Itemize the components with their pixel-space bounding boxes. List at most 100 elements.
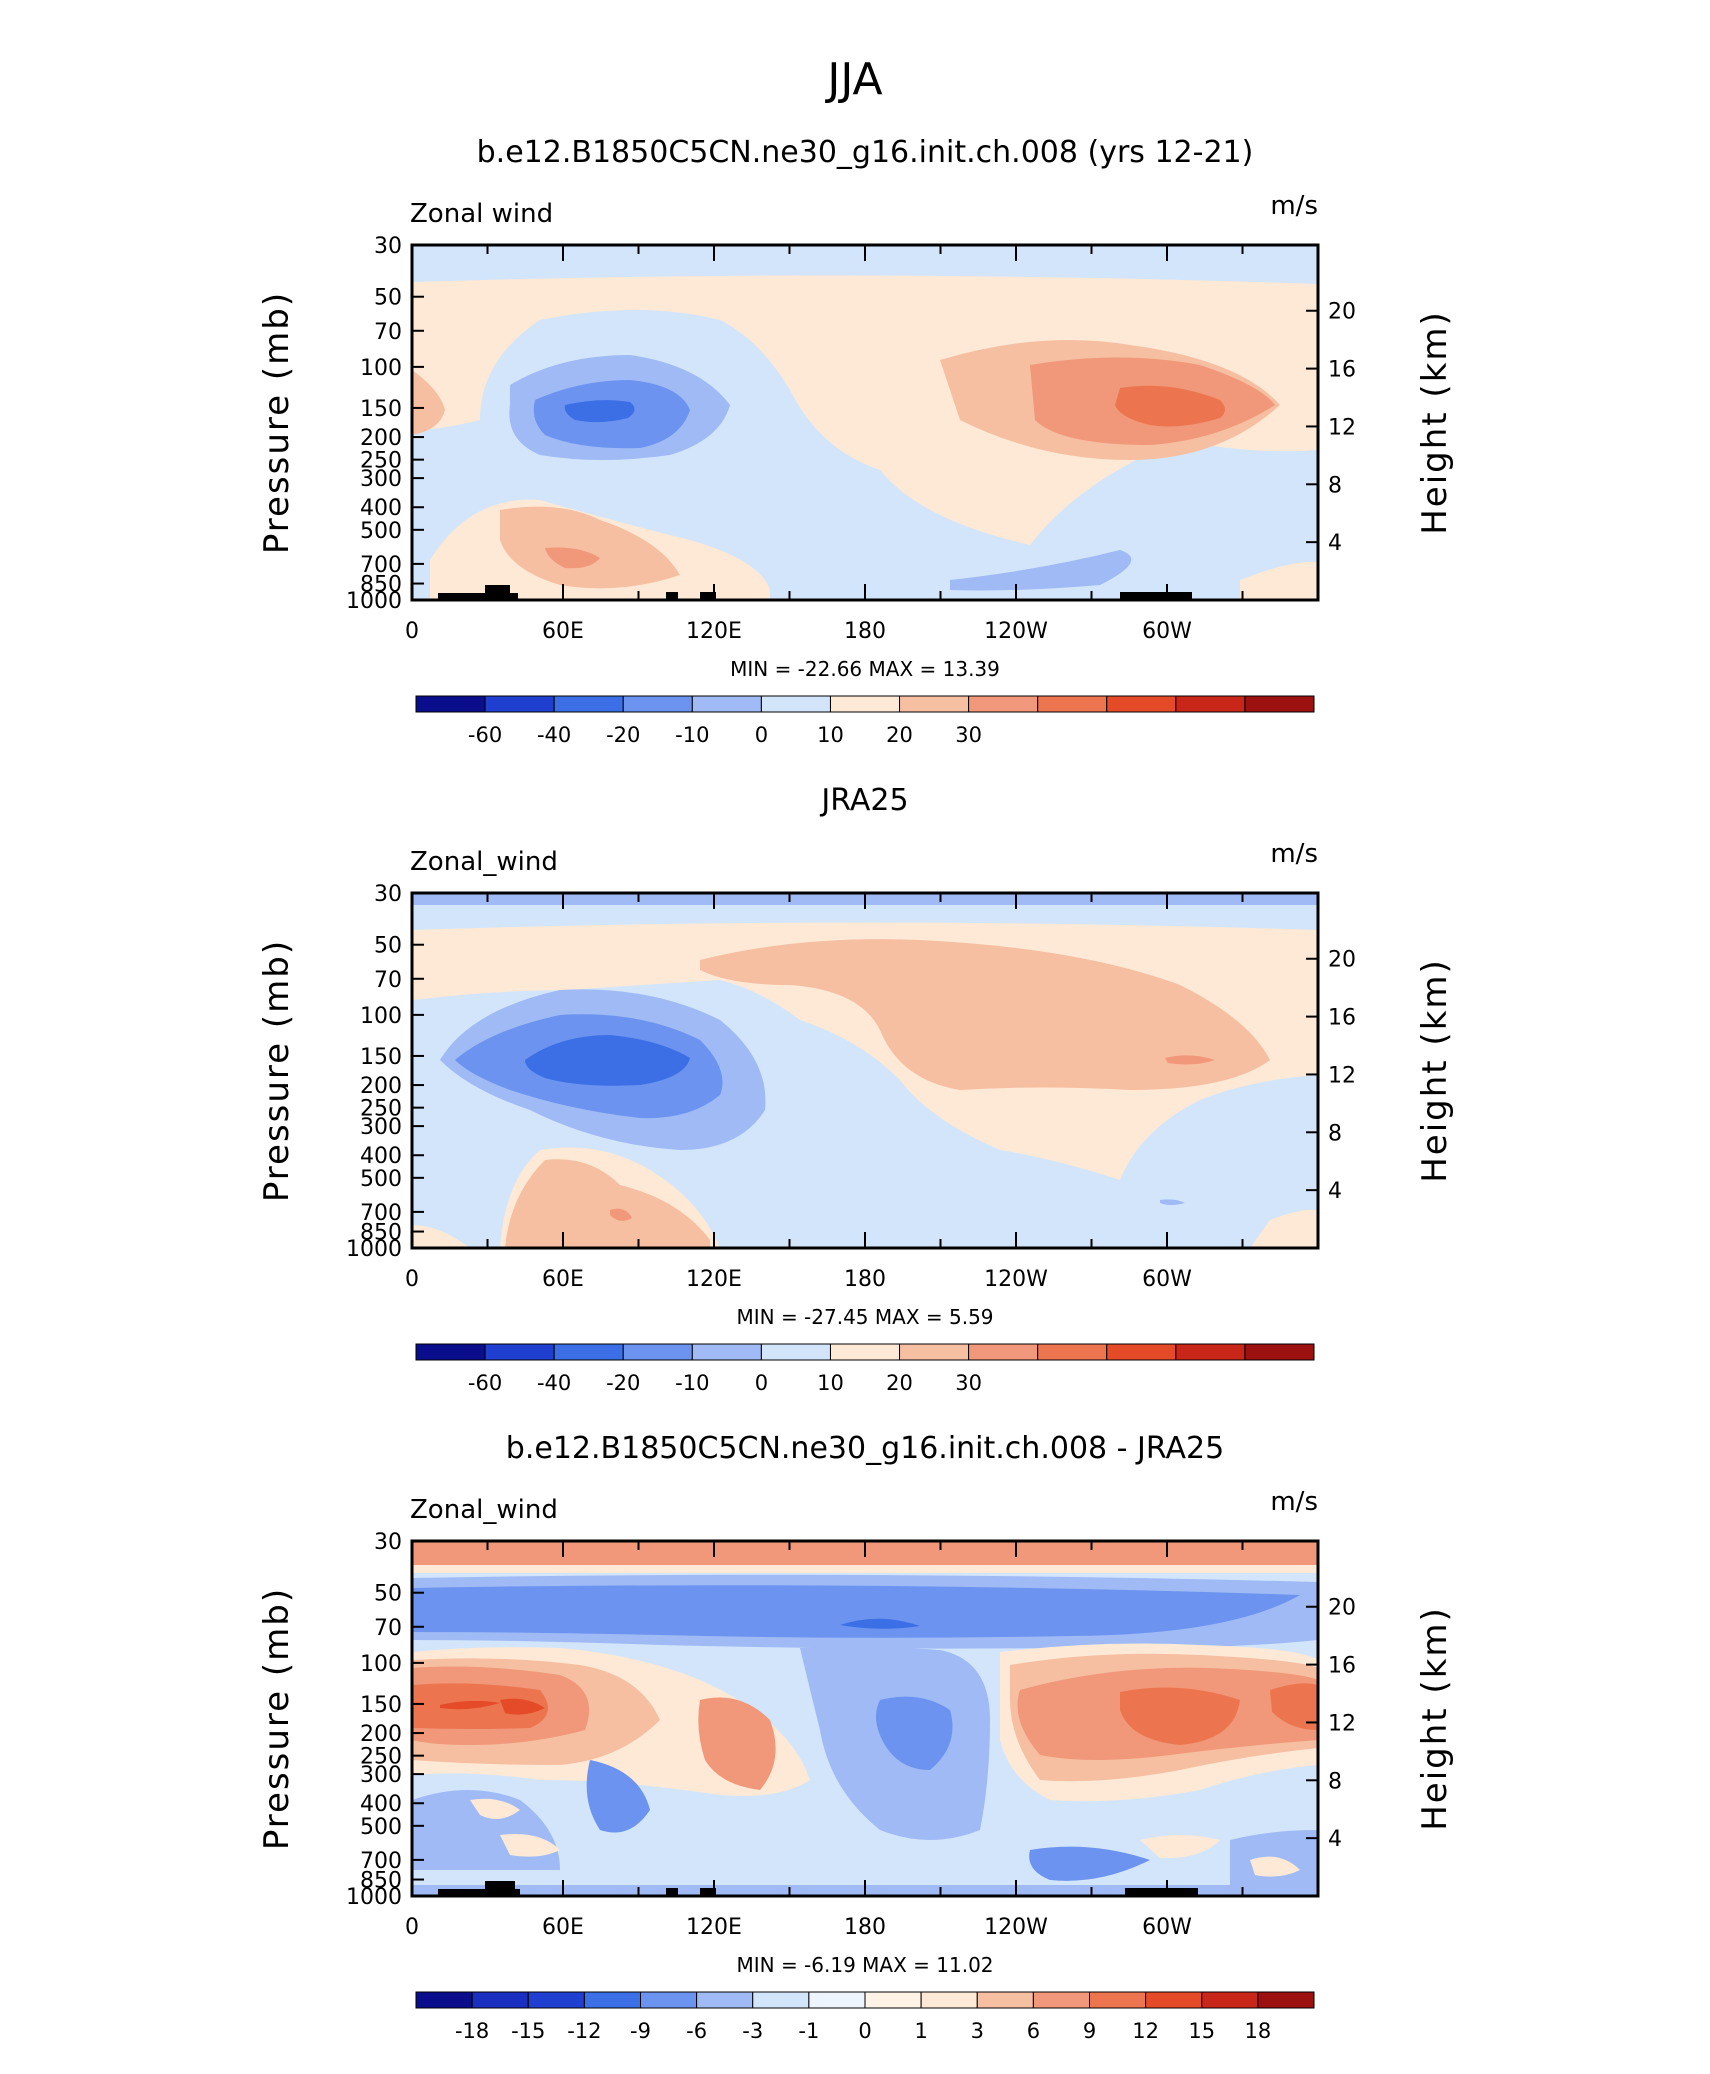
colorbar-label: -20: [606, 1371, 640, 1395]
colorbar-swatch: [691, 1343, 762, 1361]
y-tick-label: 30: [374, 1530, 402, 1555]
y-tick-label: 100: [360, 1004, 402, 1029]
y-tick-label: 70: [374, 968, 402, 993]
colorbar-swatch: [696, 1991, 754, 2009]
colorbar-swatch: [553, 695, 624, 713]
y-tick-label: 200: [360, 1074, 402, 1099]
colorbar-label: -40: [537, 1371, 571, 1395]
y-tick-label: 850: [360, 1869, 402, 1894]
y-tick-label: 1000: [346, 1237, 402, 1262]
colorbar-swatch: [1244, 695, 1315, 713]
y-tick-label: 700: [360, 1849, 402, 1874]
colorbar-swatch: [1032, 1991, 1090, 2009]
y-right-tick-label: 12: [1328, 1711, 1356, 1736]
x-tick-label: 0: [405, 1915, 419, 1940]
y-tick-label: 500: [360, 1815, 402, 1840]
y-tick-label: 100: [360, 356, 402, 381]
x-tick-label: 120W: [984, 1915, 1048, 1940]
y-right-tick-label: 20: [1328, 948, 1356, 973]
y-right-tick-label: 8: [1328, 1121, 1342, 1146]
y-tick-label: 700: [360, 553, 402, 578]
contour-field: [412, 245, 1318, 600]
colorbar-label: 20: [886, 1371, 913, 1395]
y-right-tick-label: 16: [1328, 358, 1356, 383]
colorbar-label: 10: [817, 1371, 844, 1395]
y-tick-label: 500: [360, 519, 402, 544]
colorbar-swatch: [808, 1991, 866, 2009]
colorbar-swatch: [471, 1991, 529, 2009]
y-right-axis-title: Height (km): [1415, 1606, 1455, 1831]
x-tick-label: 60W: [1142, 1267, 1192, 1292]
colorbar-label: -18: [455, 2019, 489, 2043]
x-tick-label: 120E: [686, 1267, 742, 1292]
colorbar-swatch: [640, 1991, 698, 2009]
y-tick-label: 150: [360, 397, 402, 422]
panel-title: b.e12.B1850C5CN.ne30_g16.init.ch.008 (yr…: [477, 135, 1254, 170]
y-right-axis-title: Height (km): [1415, 958, 1455, 1183]
variable-label: Zonal_wind: [410, 847, 558, 877]
y-tick-label: 150: [360, 1693, 402, 1718]
y-tick-label: 850: [360, 573, 402, 598]
y-tick-label: 300: [360, 467, 402, 492]
y-right-tick-label: 8: [1328, 473, 1342, 498]
y-tick-label: 500: [360, 1167, 402, 1192]
y-tick-label: 250: [360, 1745, 402, 1770]
y-tick-label: 250: [360, 1097, 402, 1122]
y-tick-label: 200: [360, 426, 402, 451]
y-tick-label: 300: [360, 1763, 402, 1788]
colorbar-swatch: [1175, 1343, 1246, 1361]
x-tick-label: 120E: [686, 1915, 742, 1940]
y-tick-label: 400: [360, 1792, 402, 1817]
colorbar-label: 15: [1188, 2019, 1215, 2043]
y-axis-title: Pressure (mb): [257, 939, 297, 1202]
y-tick-label: 30: [374, 234, 402, 259]
colorbar-swatch: [1145, 1991, 1203, 2009]
y-right-tick-label: 4: [1328, 1179, 1342, 1204]
colorbar-label: 12: [1132, 2019, 1159, 2043]
y-axis-title: Pressure (mb): [257, 291, 297, 554]
y-right-tick-label: 16: [1328, 1654, 1356, 1679]
x-tick-label: 0: [405, 619, 419, 644]
panel-diff: b.e12.B1850C5CN.ne30_g16.init.ch.008 - J…: [257, 1431, 1455, 2043]
colorbar-swatch: [968, 1343, 1039, 1361]
colorbar-label: -12: [567, 2019, 601, 2043]
y-tick-label: 50: [374, 1582, 402, 1607]
colorbar-swatch: [415, 1991, 473, 2009]
y-tick-label: 1000: [346, 1885, 402, 1910]
y-right-tick-label: 8: [1328, 1769, 1342, 1794]
y-tick-label: 100: [360, 1652, 402, 1677]
variable-label: Zonal_wind: [410, 1495, 558, 1525]
x-tick-label: 120E: [686, 619, 742, 644]
colorbar-swatch: [1106, 1343, 1177, 1361]
colorbar: -60 -40 -20 -10 0 10 20 30: [415, 1343, 1315, 1395]
colorbar-swatch: [829, 1343, 901, 1361]
y-tick-label: 70: [374, 1616, 402, 1641]
y-tick-label: 400: [360, 1144, 402, 1169]
x-tick-label: 180: [844, 1915, 886, 1940]
x-tick-label: 60E: [542, 1915, 584, 1940]
x-tick-label: 180: [844, 1267, 886, 1292]
colorbar-swatch: [752, 1991, 810, 2009]
y-right-tick-label: 4: [1328, 531, 1342, 556]
colorbar-swatch: [1244, 1343, 1315, 1361]
colorbar-swatch: [760, 695, 831, 713]
y-tick-label: 30: [374, 882, 402, 907]
colorbar-swatch: [976, 1991, 1034, 2009]
colorbar-label: 30: [955, 723, 982, 747]
y-right-tick-label: 20: [1328, 1596, 1356, 1621]
colorbar-swatch: [1175, 695, 1246, 713]
y-tick-label: 250: [360, 449, 402, 474]
colorbar-label: -60: [468, 723, 502, 747]
colorbar-swatch: [829, 695, 901, 713]
colorbar-swatch: [1106, 695, 1177, 713]
y-tick-label: 50: [374, 934, 402, 959]
y-right-tick-label: 12: [1328, 1063, 1356, 1088]
colorbar-swatch: [899, 1343, 970, 1361]
colorbar-label: -3: [742, 2019, 763, 2043]
y-tick-label: 200: [360, 1722, 402, 1747]
y-tick-label: 300: [360, 1115, 402, 1140]
colorbar-swatch: [484, 1343, 555, 1361]
y-axis-title: Pressure (mb): [257, 1587, 297, 1850]
